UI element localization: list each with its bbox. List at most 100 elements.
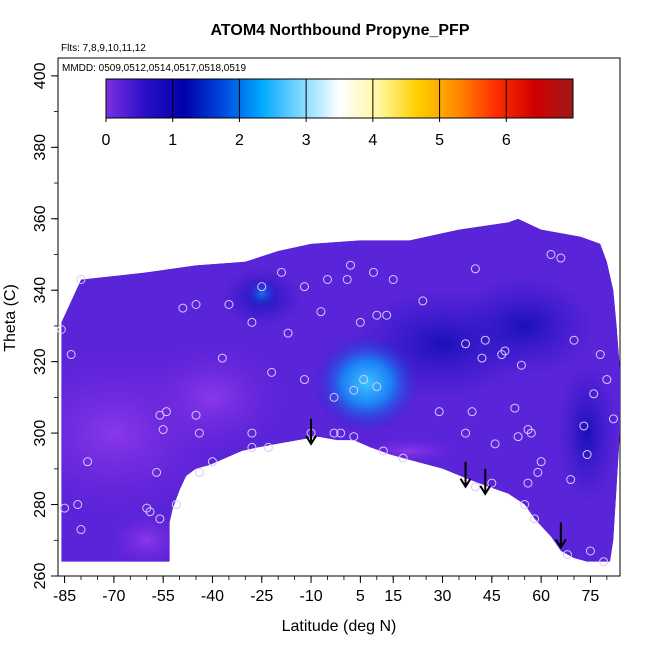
y-tick-label: 280	[32, 491, 49, 518]
field-blob-dark-northeast	[454, 275, 595, 376]
plot-frame	[57, 57, 621, 577]
sample-point	[76, 274, 86, 284]
field-blob-cyan-small	[243, 277, 280, 310]
sample-point	[178, 303, 188, 313]
sample-point	[299, 282, 309, 292]
y-axis-label: Theta (C)	[2, 284, 19, 352]
sample-point	[257, 282, 267, 292]
sample-point	[329, 392, 339, 402]
sample-point	[217, 353, 227, 363]
y-tick-label: 260	[32, 563, 49, 590]
sample-point	[152, 467, 162, 477]
flights-note: Flts: 7,8,9,10,11,12	[61, 43, 146, 54]
colorbar-tick-label: 5	[435, 132, 444, 149]
flight-arrow	[459, 461, 472, 489]
sample-point	[477, 353, 487, 363]
sample-point	[599, 557, 609, 567]
sample-point	[520, 500, 530, 510]
sample-point	[349, 432, 359, 442]
x-tick-label: -40	[201, 588, 224, 605]
sample-point	[530, 514, 540, 524]
chart-title: ATOM4 Northbound Propyne_PFP	[211, 22, 470, 39]
sample-point	[66, 350, 76, 360]
sample-point	[349, 385, 359, 395]
sample-point	[378, 446, 388, 456]
sample-point	[329, 428, 339, 438]
sample-point	[359, 375, 369, 385]
sample-point	[342, 274, 352, 284]
sample-point	[247, 442, 257, 452]
sample-point	[434, 407, 444, 417]
y-tick-label: 400	[32, 62, 49, 89]
sample-point	[582, 450, 592, 460]
sample-point	[322, 274, 332, 284]
x-tick-label: 30	[434, 588, 452, 605]
sample-point	[585, 546, 595, 556]
x-tick-label: 15	[384, 588, 402, 605]
sample-point	[546, 249, 556, 259]
sample-point	[267, 367, 277, 377]
sample-point	[513, 432, 523, 442]
sample-point	[346, 260, 356, 270]
sample-point	[145, 507, 155, 517]
field-blob-dark-edge	[557, 363, 618, 504]
sample-point	[73, 500, 83, 510]
y-tick-label: 300	[32, 420, 49, 447]
sample-point	[194, 467, 204, 477]
sample-point	[536, 457, 546, 467]
field-blob-low-band	[359, 436, 460, 465]
sample-point	[388, 274, 398, 284]
x-tick-label: -55	[152, 588, 175, 605]
x-axis: -85 -70 -55 -40 -25 -10 5 15 30 45 60 75	[53, 576, 608, 605]
sample-point	[207, 457, 217, 467]
field-blob-low-mid	[132, 337, 293, 458]
sample-point	[56, 325, 66, 335]
y-tick-label: 320	[32, 348, 49, 375]
sample-point	[382, 310, 392, 320]
flight-arrows	[305, 418, 567, 550]
sample-point	[602, 375, 612, 385]
sample-point	[276, 267, 286, 277]
sample-point	[224, 299, 234, 309]
sample-point	[470, 264, 480, 274]
sample-point	[566, 475, 576, 485]
sample-point	[516, 360, 526, 370]
sample-point	[83, 457, 93, 467]
sample-point	[418, 296, 428, 306]
sample-point	[161, 407, 171, 417]
x-tick-label: -85	[53, 588, 76, 605]
flight-arrow-head	[554, 538, 567, 550]
flight-arrow	[554, 522, 567, 550]
x-tick-label: -70	[102, 588, 125, 605]
x-tick-label: 60	[532, 588, 550, 605]
sample-point	[263, 442, 273, 452]
colorbar-ticks: 0 1 2 3 4 5 6	[102, 79, 511, 149]
y-tick-label: 360	[32, 205, 49, 232]
sample-point	[247, 317, 257, 327]
x-tick-label: 5	[356, 588, 365, 605]
sample-point	[608, 414, 618, 424]
sample-point	[76, 525, 86, 535]
x-axis-label: Latitude (deg N)	[282, 618, 397, 635]
colorbar-tick-label: 0	[102, 132, 111, 149]
field-blob-low-south	[106, 510, 187, 562]
flight-arrow-head	[459, 478, 472, 489]
sample-point	[490, 439, 500, 449]
sample-point	[487, 478, 497, 488]
sample-point	[523, 478, 533, 488]
sample-point	[526, 428, 536, 438]
field-overlays	[61, 267, 618, 562]
flight-arrow	[479, 468, 492, 496]
flight-arrow-head	[305, 435, 317, 446]
sample-point	[398, 453, 408, 463]
sample-point	[510, 403, 520, 413]
sample-points	[56, 249, 618, 567]
sample-point	[372, 382, 382, 392]
colorbar-tick-label: 6	[502, 132, 511, 149]
sample-point	[556, 253, 566, 263]
sample-point	[500, 346, 510, 356]
y-tick-label: 340	[32, 277, 49, 304]
sample-point	[480, 335, 490, 345]
sample-point	[595, 350, 605, 360]
